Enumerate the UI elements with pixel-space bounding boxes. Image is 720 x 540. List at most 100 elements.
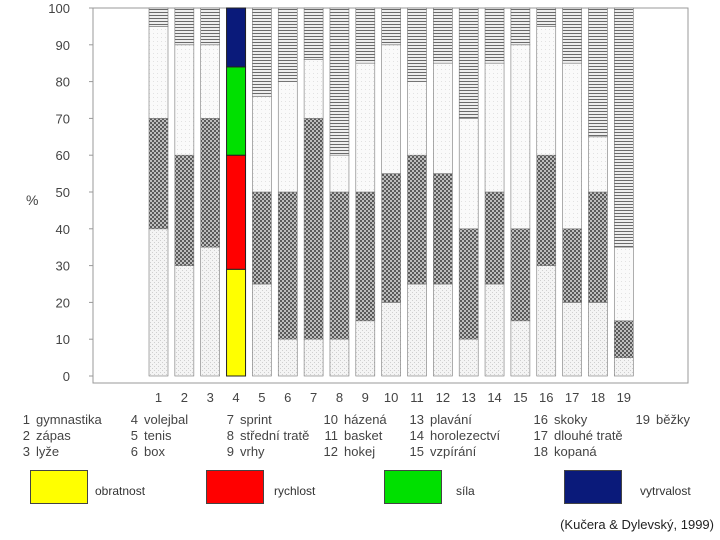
- sports-column-5: 13 plavání 14 horolezectví 15 vzpírání: [408, 412, 501, 460]
- sport-item: 14 horolezectví: [409, 428, 501, 443]
- sports-column-2: 4 volejbal 5 tenis 6 box: [122, 412, 188, 460]
- bar-2-síla: [174, 44, 195, 156]
- y-tick-label-20: 20: [56, 295, 70, 310]
- y-tick-label-30: 30: [56, 259, 70, 274]
- bar-10-síla: [381, 44, 401, 174]
- bar-16-vytrvalost: [536, 7, 557, 27]
- sport-item: 18 kopaná: [533, 444, 597, 459]
- bar-stack-7: [303, 7, 324, 377]
- bar-13-rychlost: [458, 228, 479, 340]
- bar-stack-5: [252, 7, 272, 377]
- bar-12-vytrvalost: [433, 7, 453, 64]
- bar-15-obratnost: [510, 320, 531, 377]
- bar-1-vytrvalost: [148, 7, 169, 27]
- bar-stack-15: [510, 7, 531, 377]
- legend-label-vytrvalost: vytrvalost: [640, 484, 691, 498]
- bar-15-rychlost: [510, 228, 531, 322]
- bar-12-síla: [433, 62, 453, 174]
- x-axis: 1 2 3 4 5 6 7 8 9 10 11 12 13 14 15 16 17 18 19: [140, 382, 688, 405]
- sport-item: 5 tenis: [130, 428, 172, 443]
- bar-4-síla: [226, 66, 247, 156]
- citation: (Kučera & Dylevský, 1999): [560, 517, 714, 532]
- y-tick-label-90: 90: [56, 38, 70, 53]
- y-tick-label-60: 60: [56, 148, 70, 163]
- bar-4-rychlost: [226, 154, 247, 270]
- bars: [148, 7, 634, 377]
- bar-14-vytrvalost: [484, 7, 505, 64]
- bar-8-rychlost: [329, 191, 350, 340]
- x-tick-label-4: 4: [232, 390, 239, 405]
- sport-item: 3 lyže: [22, 444, 60, 459]
- x-tick-label-13: 13: [461, 390, 475, 405]
- bar-stack-18: [588, 7, 608, 377]
- x-tick-label-9: 9: [362, 390, 369, 405]
- x-tick-label-2: 2: [181, 390, 188, 405]
- sport-item: 17 dlouhé tratě: [533, 428, 623, 443]
- bar-17-obratnost: [562, 302, 582, 377]
- bar-18-vytrvalost: [588, 7, 608, 138]
- bar-9-síla: [355, 62, 376, 193]
- legend-swatch-rychlost: [206, 470, 264, 504]
- sport-item: 4 volejbal: [130, 412, 189, 427]
- bar-19-síla: [613, 246, 634, 322]
- x-tick-label-3: 3: [207, 390, 214, 405]
- bar-19-rychlost: [613, 320, 634, 358]
- bar-19-obratnost: [613, 357, 634, 377]
- bar-12-obratnost: [433, 283, 453, 377]
- bar-stack-11: [407, 7, 427, 377]
- y-axis-label: %: [26, 192, 38, 208]
- x-tick-label-11: 11: [410, 390, 424, 405]
- sports-column-6: 16 skoky 17 dlouhé tratě 18 kopaná: [532, 412, 623, 460]
- y-axis: 0 10 20 30 40 50 60 70 80 90 100: [48, 1, 93, 384]
- x-tick-label-19: 19: [617, 390, 631, 405]
- bar-stack-16: [536, 7, 557, 377]
- bar-3-vytrvalost: [200, 7, 220, 46]
- bar-stack-10: [381, 7, 401, 377]
- bar-10-rychlost: [381, 173, 401, 303]
- y-tick-label-0: 0: [63, 369, 70, 384]
- x-tick-label-14: 14: [487, 390, 501, 405]
- bar-10-obratnost: [381, 302, 401, 377]
- sports-column-7: 19 běžky: [634, 412, 690, 428]
- bar-14-obratnost: [484, 283, 505, 377]
- bar-1-rychlost: [148, 118, 169, 230]
- bar-16-obratnost: [536, 265, 557, 377]
- bar-4-vytrvalost: [226, 7, 247, 68]
- bar-6-obratnost: [277, 338, 298, 377]
- bar-14-síla: [484, 62, 505, 193]
- bar-7-vytrvalost: [303, 7, 324, 60]
- bar-11-obratnost: [407, 283, 427, 377]
- sport-item: 11 basket: [324, 428, 383, 443]
- bar-3-síla: [200, 44, 220, 119]
- bar-13-vytrvalost: [458, 7, 479, 119]
- bar-7-obratnost: [303, 338, 324, 377]
- sport-item: 2 zápas: [22, 428, 71, 443]
- sport-item: 8 střední tratě: [226, 428, 310, 443]
- x-tick-label-6: 6: [284, 390, 291, 405]
- bar-stack-17: [562, 7, 582, 377]
- bar-stack-9: [355, 7, 376, 377]
- legend-label-obratnost: obratnost: [95, 484, 146, 498]
- bar-9-obratnost: [355, 320, 376, 377]
- sport-item: 12 hokej: [323, 444, 376, 459]
- sports-column-1: 1 gymnastika 2 zápas 3 lyže: [14, 412, 102, 460]
- bar-stack-12: [433, 7, 453, 377]
- bar-5-vytrvalost: [252, 7, 272, 97]
- y-tick-label-100: 100: [48, 1, 70, 16]
- x-tick-label-7: 7: [310, 390, 317, 405]
- bar-stack-6: [277, 7, 298, 377]
- bar-16-síla: [536, 26, 557, 156]
- bar-3-rychlost: [200, 118, 220, 248]
- bar-8-obratnost: [329, 338, 350, 377]
- bar-11-síla: [407, 81, 427, 156]
- bar-stack-13: [458, 7, 479, 377]
- legend-label-rychlost: rychlost: [274, 484, 316, 498]
- x-tick-label-15: 15: [513, 390, 527, 405]
- bar-6-rychlost: [277, 191, 298, 340]
- bar-10-vytrvalost: [381, 7, 401, 46]
- bar-9-rychlost: [355, 191, 376, 322]
- bar-18-obratnost: [588, 302, 608, 377]
- bar-2-rychlost: [174, 154, 195, 266]
- sport-item: 10 házená: [323, 412, 387, 427]
